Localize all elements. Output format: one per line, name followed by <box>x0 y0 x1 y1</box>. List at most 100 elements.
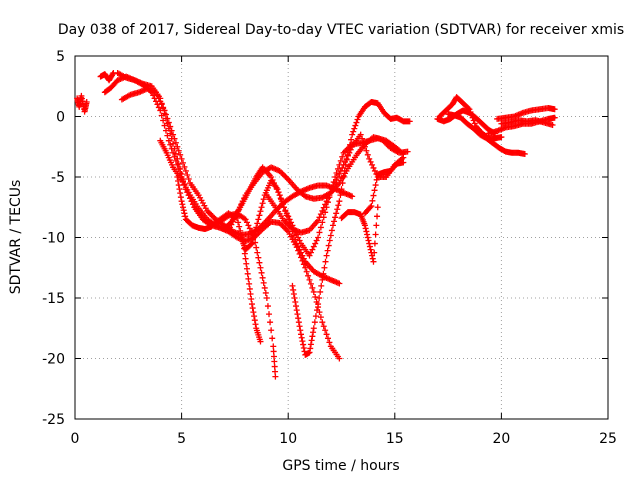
data-point <box>310 325 317 332</box>
data-point <box>369 161 376 168</box>
data-point <box>234 210 241 217</box>
data-point <box>282 173 289 180</box>
data-point <box>326 192 333 199</box>
data-point <box>306 349 313 356</box>
data-point <box>175 160 182 167</box>
data-point <box>327 232 334 239</box>
data-point <box>280 204 287 211</box>
data-point <box>264 303 271 310</box>
data-point <box>319 276 326 283</box>
data-point <box>282 207 289 214</box>
data-point <box>254 220 261 227</box>
data-point <box>256 259 263 266</box>
data-point <box>307 249 314 256</box>
data-point <box>305 272 312 279</box>
series-arc-3 <box>101 73 279 380</box>
x-tick-label: 15 <box>386 431 404 447</box>
data-point <box>312 293 319 300</box>
data-point <box>258 269 265 276</box>
data-point <box>299 338 306 345</box>
data-point <box>270 348 277 355</box>
data-point <box>372 231 379 238</box>
data-point <box>362 225 369 232</box>
data-point <box>374 204 381 211</box>
series-arc-17 <box>494 105 558 122</box>
data-point <box>364 151 371 158</box>
data-point <box>252 239 259 246</box>
data-point <box>323 331 330 338</box>
data-point <box>352 122 359 129</box>
data-point <box>248 240 255 247</box>
data-point <box>336 355 343 362</box>
data-point <box>347 141 354 148</box>
data-point <box>290 286 297 293</box>
data-point <box>251 232 258 239</box>
data-point <box>109 71 116 78</box>
data-point <box>315 301 322 308</box>
data-point <box>339 164 346 171</box>
data-point <box>296 246 303 253</box>
data-point <box>178 198 185 205</box>
data-point <box>252 321 259 328</box>
data-point <box>181 163 188 170</box>
data-point <box>317 288 324 295</box>
data-point <box>271 358 278 365</box>
data-point <box>289 282 296 289</box>
data-point <box>251 313 258 320</box>
axis-ticks: 0 5 10 15 20 25 5 0 -5 -10 -15 -20 -25 <box>42 49 617 447</box>
data-point <box>311 319 318 326</box>
data-point <box>342 161 349 168</box>
data-point <box>261 284 268 291</box>
data-point <box>316 229 323 236</box>
data-point <box>315 217 322 224</box>
data-point <box>267 319 274 326</box>
data-point <box>246 225 253 232</box>
data-point <box>310 288 317 295</box>
data-point <box>321 264 328 271</box>
data-point <box>326 339 333 346</box>
data-point <box>324 247 331 254</box>
data-point <box>318 282 325 289</box>
data-point <box>293 307 300 314</box>
data-point <box>290 290 297 297</box>
data-point <box>251 317 258 324</box>
data-point <box>250 309 257 316</box>
data-point <box>180 207 187 214</box>
data-point <box>333 169 340 176</box>
x-tick-label: 0 <box>71 431 80 447</box>
data-point <box>241 250 248 257</box>
data-point <box>239 198 246 205</box>
data-point <box>361 143 368 150</box>
data-point <box>335 202 342 209</box>
data-point <box>236 223 243 230</box>
data-point <box>344 151 351 158</box>
data-point <box>400 159 407 166</box>
data-point <box>182 213 189 220</box>
data-point <box>235 219 242 226</box>
data-point <box>361 222 368 229</box>
data-point <box>316 214 323 221</box>
data-point <box>274 186 281 193</box>
data-point <box>167 123 174 130</box>
data-point <box>320 323 327 330</box>
data-point <box>258 204 265 211</box>
data-point <box>360 139 367 146</box>
y-tick-label: -10 <box>42 231 65 247</box>
series-arc-2 <box>97 69 117 84</box>
data-point <box>157 98 164 105</box>
data-point <box>319 219 326 226</box>
data-point <box>172 150 179 157</box>
data-point <box>294 311 301 318</box>
data-point <box>283 175 290 182</box>
data-point <box>371 249 378 256</box>
data-point <box>177 194 184 201</box>
data-point <box>269 335 276 342</box>
data-point <box>366 240 373 247</box>
data-point <box>270 343 277 350</box>
data-point <box>367 204 374 211</box>
data-point <box>350 128 357 135</box>
data-point <box>153 89 160 96</box>
data-point <box>243 260 250 267</box>
data-point <box>334 206 341 213</box>
